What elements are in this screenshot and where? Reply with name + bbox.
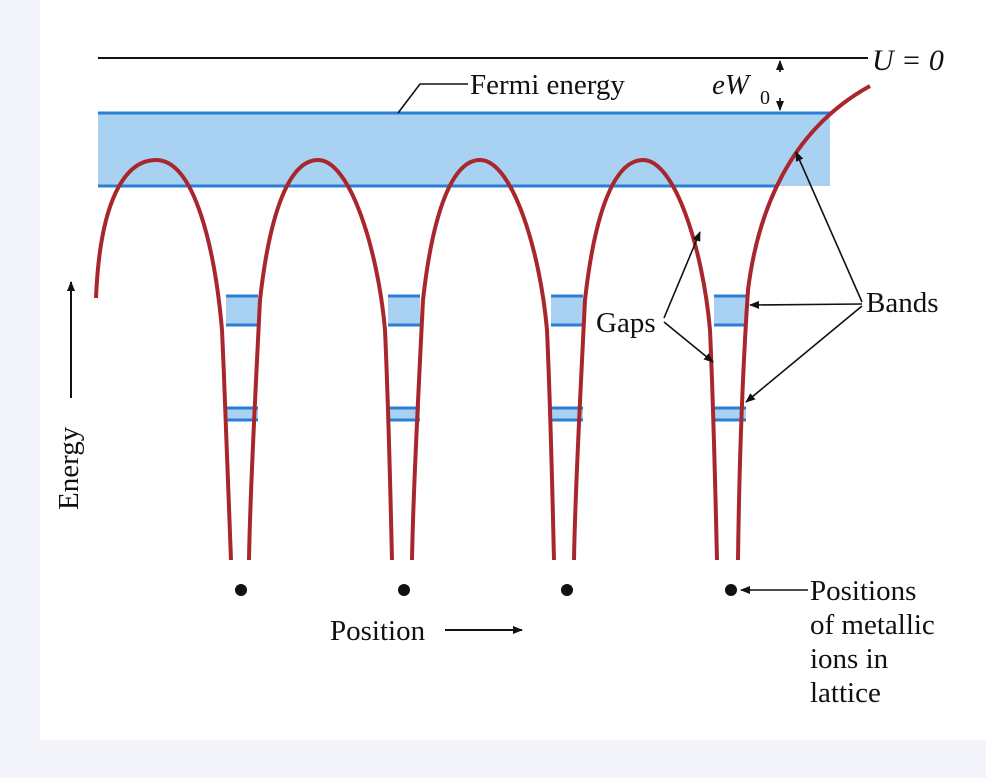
ion-dot xyxy=(235,584,247,596)
bands-arrow-bottom xyxy=(745,305,863,403)
conduction-band xyxy=(98,113,830,186)
bands-arrow-top xyxy=(795,151,863,303)
gaps-arrow-upper xyxy=(663,231,701,319)
bound-bands xyxy=(226,294,746,422)
ions-label-line-2: of metallic xyxy=(810,609,935,641)
well-band-2 xyxy=(388,294,420,422)
potential-energy-curve xyxy=(94,84,871,561)
fermi-leader-line xyxy=(397,83,468,114)
ions-label-line-1: Positions xyxy=(810,575,916,607)
ions-label: Positions of metallic ions in lattice xyxy=(810,575,942,709)
work-function-subscript: 0 xyxy=(760,87,770,109)
gaps-arrow-lower xyxy=(663,321,714,363)
ion-dot xyxy=(398,584,410,596)
u-zero-label: U = 0 xyxy=(872,44,944,77)
ion-dot xyxy=(725,584,737,596)
ions-label-line-3: ions in xyxy=(810,643,889,675)
work-function-label: eW xyxy=(712,69,752,101)
ion-positions xyxy=(235,584,737,596)
energy-axis-label: Energy xyxy=(53,426,85,510)
fermi-energy-label: Fermi energy xyxy=(470,69,625,101)
position-axis-label: Position xyxy=(330,615,426,647)
ion-dot xyxy=(561,584,573,596)
gaps-label: Gaps xyxy=(596,307,656,339)
well-band-1 xyxy=(226,294,258,422)
ions-label-line-4: lattice xyxy=(810,677,881,709)
bands-arrow-middle xyxy=(749,300,863,309)
bands-label: Bands xyxy=(866,287,939,319)
